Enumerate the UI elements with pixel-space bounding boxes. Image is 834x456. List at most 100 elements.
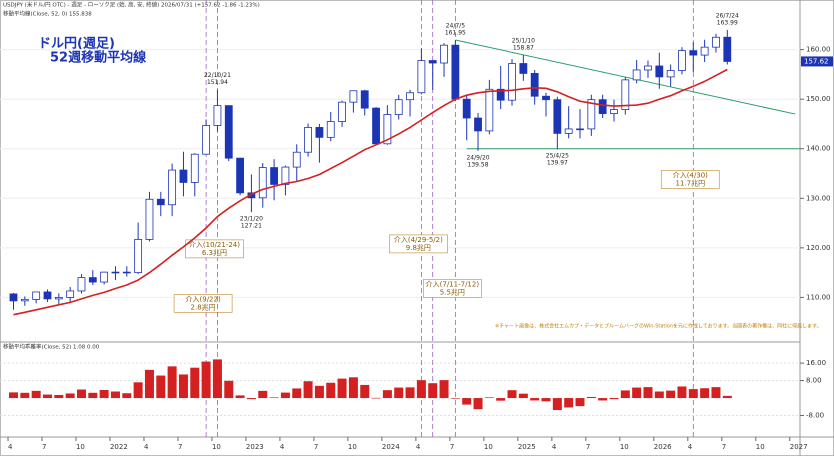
- last-price-label: 157.62: [804, 57, 829, 65]
- intervention-box: [185, 239, 244, 259]
- intervention-box: [423, 279, 482, 298]
- candle-body: [349, 90, 358, 103]
- candle-body: [190, 153, 199, 183]
- x-tick-label: 2027: [790, 443, 808, 451]
- symbol-header: USDJPY (米ドル/円 OTC) - 週足 - ローソク足 (始, 高, 安…: [3, 1, 260, 9]
- deviation-bar: [666, 390, 676, 399]
- x-tick-label: 7: [314, 443, 318, 451]
- point-date: 24/7/5: [446, 22, 465, 29]
- candle-body: [700, 46, 709, 56]
- y-tick-label: 150.00: [806, 95, 831, 103]
- last-price-box: [801, 56, 833, 67]
- candle-body: [610, 109, 618, 114]
- deviation-bar: [654, 391, 664, 399]
- candle-body: [156, 198, 165, 206]
- candle-body: [655, 65, 664, 78]
- candle-body: [281, 166, 290, 185]
- chart-subtitle: 52週移動平均線: [50, 50, 147, 66]
- candle-body: [168, 169, 177, 206]
- x-tick-label: 7: [722, 443, 726, 451]
- deviation-bar: [530, 398, 540, 401]
- candle-body: [9, 293, 18, 302]
- point-date: 24/9/20: [466, 154, 489, 161]
- point-value: 127.21: [241, 223, 262, 230]
- y-tick-label: 110.00: [806, 293, 831, 301]
- intervention-label: 介入(9/22): [186, 295, 221, 303]
- moving-average: [13, 68, 728, 316]
- candle-body: [451, 44, 460, 100]
- candle-body: [179, 169, 188, 183]
- candle-body: [247, 192, 256, 199]
- x-tick-label: 4: [552, 443, 557, 451]
- point-value: 139.97: [547, 159, 568, 166]
- candle-body: [338, 101, 346, 122]
- candle-body: [100, 271, 109, 283]
- point-date: 23/1/20: [240, 216, 263, 223]
- note: ※チャート画像は、株式会社エムカブ・データとブルームバーグのWin-Statio…: [495, 323, 822, 330]
- x-tick-label: 4: [280, 443, 285, 451]
- point-date: 22/10/21: [204, 72, 231, 79]
- candle-body: [576, 128, 584, 131]
- x-tick-label: 4: [144, 443, 149, 451]
- intervention-amount: 5.5兆円: [440, 287, 465, 296]
- intervention-amount: 11.7兆円: [676, 178, 706, 187]
- candle-body: [553, 99, 562, 134]
- candle-body: [66, 290, 75, 298]
- y-tick-label: 130.00: [806, 194, 831, 202]
- candle-body: [236, 157, 245, 194]
- deviation-bar: [110, 391, 120, 399]
- y2-tick-label: 16.00: [806, 359, 826, 367]
- candle-body: [406, 92, 414, 101]
- x-tick-label: 4: [416, 443, 421, 451]
- candle-body: [542, 95, 550, 101]
- point-value: 163.99: [717, 19, 738, 26]
- intervention-box: [660, 170, 720, 189]
- deviation-bar: [496, 398, 506, 401]
- point-date: 26/7/24: [716, 12, 739, 19]
- candle-body: [258, 167, 267, 199]
- candle-body: [88, 277, 97, 283]
- candle-body: [43, 291, 52, 300]
- deviation-bar: [700, 388, 710, 399]
- deviation-bar: [586, 396, 596, 399]
- deviation-bar: [450, 398, 460, 399]
- x-tick-label: 2024: [382, 443, 400, 451]
- deviation-bar: [575, 398, 585, 407]
- deviation-bar: [99, 389, 109, 399]
- x-tick-label: 10: [348, 443, 357, 451]
- chart-title: ドル円(週足): [38, 37, 115, 52]
- deviation-bar: [9, 392, 18, 399]
- point-date: 25/4/25: [546, 152, 569, 159]
- deviation-bar: [439, 380, 449, 399]
- deviation-bar: [88, 392, 98, 399]
- candle-body: [394, 99, 403, 115]
- x-tick-label: 10: [212, 443, 221, 451]
- candle-body: [54, 297, 63, 300]
- y2-tick-label: 8.00: [806, 377, 822, 385]
- intervention-amount: 9.8兆円: [406, 243, 431, 252]
- deviation-bar: [122, 393, 132, 399]
- deviation-bar: [405, 387, 415, 399]
- deviation-bar: [484, 397, 494, 399]
- deviation-bar: [688, 389, 698, 399]
- point-value: 139.58: [468, 161, 489, 168]
- intervention-label: 介入(7/11-7/12): [426, 280, 480, 288]
- deviation-bar: [269, 397, 279, 399]
- candle-body: [428, 60, 437, 64]
- deviation-bar: [190, 367, 200, 399]
- deviation-bar: [314, 385, 324, 399]
- candle-body: [440, 44, 448, 64]
- point-date: 25/1/10: [512, 38, 535, 45]
- x-tick-label: 7: [178, 443, 182, 451]
- deviation-bar: [20, 392, 30, 399]
- deviation-bar: [541, 398, 551, 402]
- ma-header: 移動平均線(Close, 52, 0) 155.838: [3, 10, 92, 18]
- deviation-bar: [552, 398, 562, 411]
- x-tick-label: 2025: [518, 443, 536, 451]
- candle-body: [485, 88, 494, 132]
- deviation-bar: [564, 398, 574, 408]
- candle-body: [20, 298, 29, 302]
- deviation-bar: [598, 398, 608, 401]
- candle-body: [270, 167, 278, 185]
- y-tick-label: 120.00: [806, 244, 831, 252]
